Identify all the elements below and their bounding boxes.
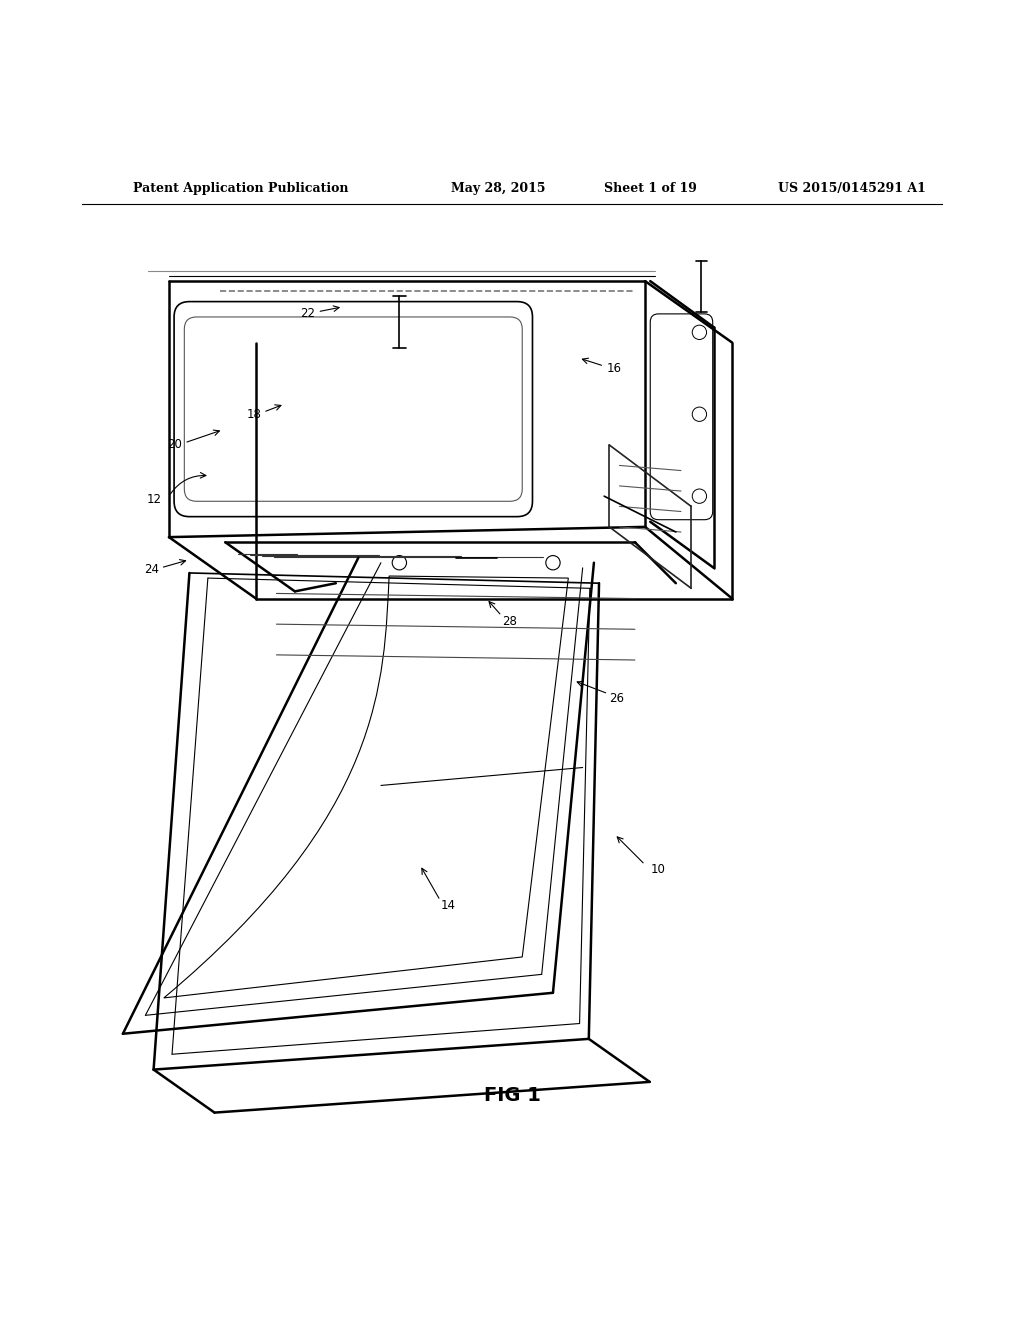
Text: 16: 16 (606, 362, 622, 375)
Text: 24: 24 (143, 564, 159, 577)
Text: 10: 10 (650, 863, 666, 876)
Text: Patent Application Publication: Patent Application Publication (133, 182, 348, 195)
Text: FIG 1: FIG 1 (483, 1085, 541, 1105)
Text: US 2015/0145291 A1: US 2015/0145291 A1 (778, 182, 926, 195)
Text: 22: 22 (300, 308, 315, 321)
FancyBboxPatch shape (650, 314, 713, 520)
Text: 12: 12 (146, 492, 162, 506)
Text: 18: 18 (246, 408, 261, 421)
Text: 28: 28 (502, 615, 517, 627)
Text: 20: 20 (167, 438, 182, 451)
FancyBboxPatch shape (174, 301, 532, 516)
Text: 26: 26 (609, 693, 625, 705)
Text: 14: 14 (440, 899, 456, 912)
Text: May 28, 2015: May 28, 2015 (451, 182, 545, 195)
Text: Sheet 1 of 19: Sheet 1 of 19 (604, 182, 697, 195)
